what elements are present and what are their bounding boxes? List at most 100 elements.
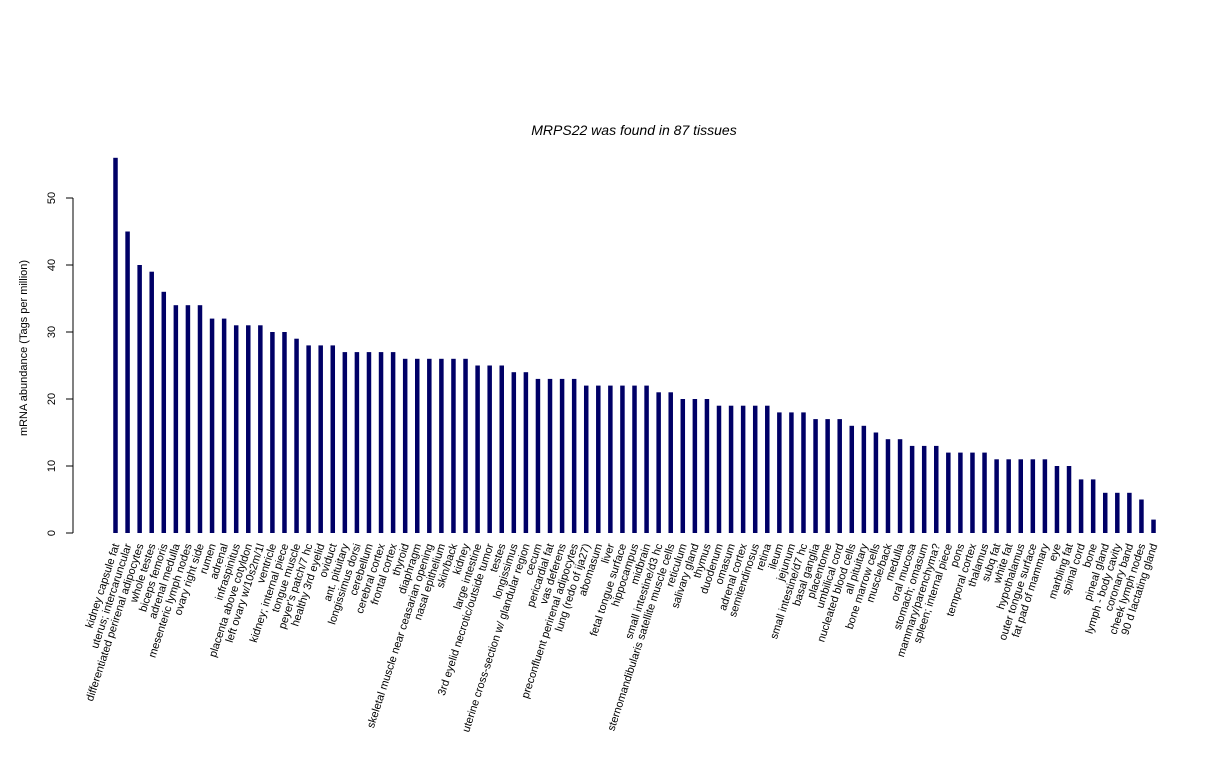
bar	[559, 378, 565, 533]
y-tick-label: 30	[46, 326, 58, 338]
bar	[873, 432, 879, 533]
y-tick-label: 40	[46, 259, 58, 271]
bar	[668, 392, 673, 533]
bar	[728, 405, 734, 533]
bar	[233, 325, 239, 533]
bar	[861, 425, 867, 533]
bar	[777, 412, 782, 533]
bar	[608, 385, 613, 533]
bar	[752, 405, 758, 533]
y-axis: 0 10 20 30 40 50	[46, 192, 74, 536]
bar	[185, 305, 191, 533]
bar	[1018, 459, 1023, 533]
y-tick-label: 0	[46, 530, 58, 536]
bar	[1090, 479, 1096, 533]
y-tick-label: 10	[46, 460, 58, 472]
bar	[390, 352, 396, 533]
bar	[716, 405, 722, 533]
bar	[921, 445, 927, 533]
bar	[354, 352, 360, 533]
bar	[1078, 479, 1084, 533]
y-tick-label: 20	[46, 393, 58, 405]
bar	[161, 291, 167, 533]
bar	[1127, 492, 1132, 533]
bar	[765, 405, 770, 533]
bar	[970, 452, 975, 533]
bar	[415, 358, 420, 533]
bar	[378, 352, 384, 533]
bar	[982, 452, 987, 533]
bar	[330, 345, 336, 533]
bar	[1115, 492, 1120, 533]
bar	[499, 365, 504, 533]
bar	[620, 385, 625, 533]
bar	[463, 358, 468, 533]
bar	[439, 358, 444, 533]
bar	[511, 372, 517, 533]
bar	[849, 425, 855, 533]
bar	[547, 378, 553, 533]
bar	[583, 385, 589, 533]
bar	[342, 352, 348, 533]
bar	[692, 399, 698, 533]
bar	[487, 365, 492, 533]
bar	[294, 338, 299, 533]
bar	[837, 419, 842, 533]
bar	[402, 358, 408, 533]
bar	[704, 399, 710, 533]
bar	[535, 378, 541, 533]
bar	[644, 385, 649, 533]
bar	[1054, 466, 1060, 533]
y-axis-label: mRNA abundance (Tags per million)	[18, 260, 30, 436]
bar	[318, 345, 323, 533]
bar	[125, 231, 130, 533]
bar	[885, 439, 891, 533]
bar	[1151, 519, 1156, 533]
bar	[1139, 499, 1144, 533]
chart-title: MRPS22 was found in 87 tissues	[531, 122, 736, 138]
bar	[366, 352, 372, 533]
bar-series	[113, 157, 1156, 534]
bar	[789, 412, 794, 533]
bar	[1102, 492, 1108, 533]
bar	[246, 325, 251, 533]
bar	[137, 265, 142, 533]
y-tick-label: 50	[46, 192, 58, 204]
bar	[825, 419, 830, 533]
bar	[149, 271, 154, 533]
bar	[632, 385, 637, 533]
bar	[1030, 459, 1036, 533]
bar	[656, 392, 661, 533]
bar	[221, 318, 227, 533]
bar	[596, 385, 601, 533]
bar	[801, 412, 806, 533]
bar	[813, 419, 818, 533]
bar	[1042, 459, 1048, 533]
bar	[475, 365, 480, 533]
bar	[197, 305, 203, 533]
bar	[897, 439, 903, 533]
bar	[958, 452, 963, 533]
bar	[740, 405, 746, 533]
bar	[1066, 466, 1072, 533]
bar	[209, 318, 215, 533]
bar	[282, 332, 287, 533]
bar	[680, 399, 686, 533]
bar	[523, 372, 529, 533]
bar	[994, 459, 999, 533]
bar	[270, 332, 275, 533]
x-category-label: eye	[1047, 542, 1064, 563]
bar	[934, 445, 939, 533]
bar	[113, 157, 118, 534]
bar	[451, 358, 456, 533]
bar	[427, 358, 432, 533]
bar	[306, 345, 311, 533]
bar	[173, 305, 179, 533]
bar	[1006, 459, 1011, 533]
bar	[258, 325, 263, 533]
bar	[946, 452, 951, 533]
bar	[571, 378, 577, 533]
